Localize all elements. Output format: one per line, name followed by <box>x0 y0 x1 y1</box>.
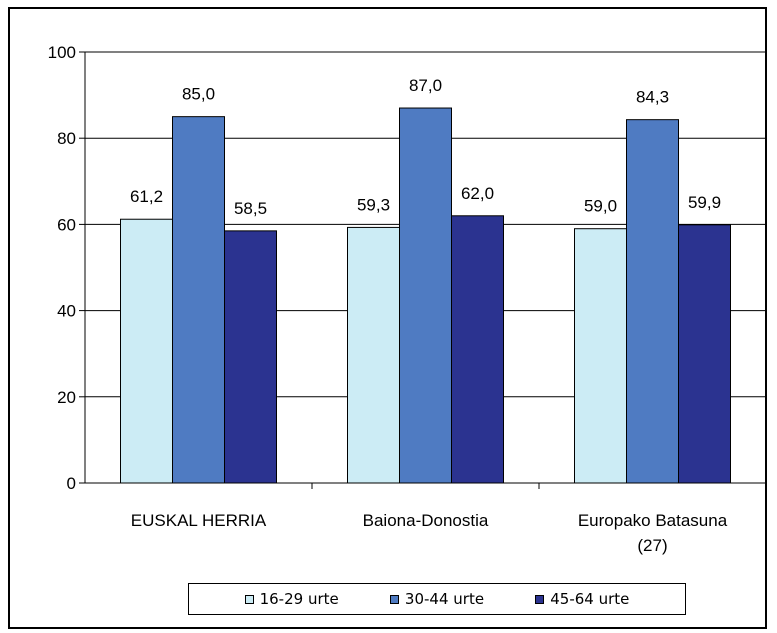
legend-item-series-1: 30-44 urte <box>389 590 485 608</box>
legend-label-series-1: 30-44 urte <box>404 590 485 608</box>
bar-2-1 <box>451 215 504 484</box>
y-tick-label: 40 <box>57 302 76 321</box>
data-labels: 61,2 59,3 59,0 85,0 87,0 84,3 58,5 62,0 59,9 <box>130 76 721 218</box>
y-tick-label: 60 <box>57 215 76 234</box>
bar-1-2 <box>626 119 679 484</box>
y-tick-label: 80 <box>57 129 76 148</box>
y-tick-label: 100 <box>48 43 76 62</box>
legend-label-series-0: 16-29 urte <box>259 590 339 608</box>
axes <box>79 51 766 489</box>
bar-1-1 <box>399 107 452 484</box>
bar-0-0 <box>120 218 173 484</box>
data-label: 58,5 <box>234 199 267 218</box>
bar-2-2 <box>678 224 731 484</box>
data-label: 59,0 <box>584 197 617 216</box>
y-tick-labels: 0 20 40 60 80 100 <box>48 43 76 493</box>
bars <box>120 107 731 484</box>
x-tick-label: Europako Batasuna (27) <box>578 511 728 555</box>
bar-0-2 <box>574 228 627 484</box>
y-tick-label: 20 <box>57 388 76 407</box>
bar-1-0 <box>172 116 225 484</box>
legend-swatch-series-2 <box>535 594 545 604</box>
data-label: 61,2 <box>130 187 163 206</box>
legend-item-series-2: 45-64 urte <box>535 590 629 608</box>
data-label: 59,3 <box>357 195 390 214</box>
data-label: 62,0 <box>461 184 494 203</box>
data-label: 59,9 <box>688 193 721 212</box>
data-label: 84,3 <box>636 88 669 107</box>
legend-item-series-0: 16-29 urte <box>244 590 339 608</box>
legend-swatch-series-0 <box>244 594 254 604</box>
legend-label-series-2: 45-64 urte <box>550 590 630 608</box>
x-tick-labels: EUSKAL HERRIA Baiona-Donostia Europako Bat… <box>131 511 728 555</box>
bar-2-0 <box>224 230 277 484</box>
legend: 16-29 urte 30-44 urte 45-64 urte <box>188 583 686 615</box>
data-label: 85,0 <box>182 85 215 104</box>
data-label: 87,0 <box>409 76 442 95</box>
y-tick-label: 0 <box>67 474 76 493</box>
x-tick-label: Baiona-Donostia <box>363 511 489 530</box>
legend-swatch-series-1 <box>389 594 399 604</box>
bar-0-1 <box>347 226 400 484</box>
x-tick-label: EUSKAL HERRIA <box>131 511 267 530</box>
